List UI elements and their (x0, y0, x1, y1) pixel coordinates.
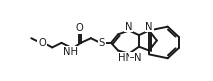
Text: O: O (38, 38, 46, 48)
Text: N: N (134, 53, 142, 63)
Text: S: S (99, 38, 105, 48)
Text: N: N (145, 22, 153, 32)
Text: −: − (129, 53, 138, 63)
Text: O: O (75, 23, 83, 33)
Text: NH: NH (63, 47, 78, 57)
Text: N: N (125, 22, 133, 32)
Text: HN: HN (118, 53, 132, 63)
